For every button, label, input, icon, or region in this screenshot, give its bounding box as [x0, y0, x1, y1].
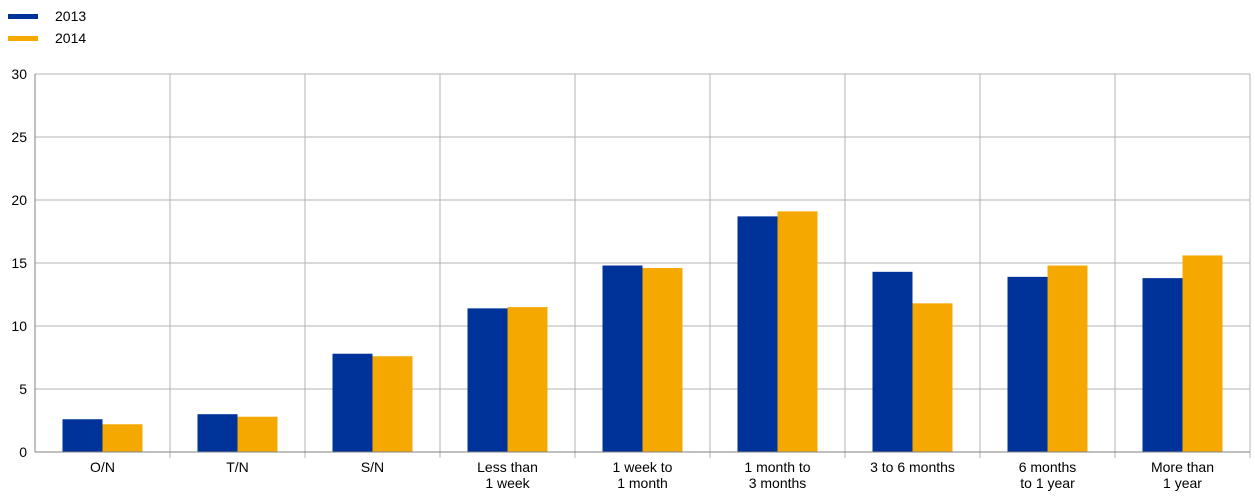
bar-2014 — [507, 307, 548, 452]
y-tick-label: 30 — [11, 66, 27, 82]
legend-swatch-2013 — [8, 14, 38, 19]
bar-2014 — [102, 424, 143, 452]
legend-label: 2013 — [55, 8, 86, 24]
bar-2014 — [642, 268, 683, 452]
bar-2013 — [872, 271, 913, 452]
bar-2013 — [467, 308, 508, 452]
bars-layer — [62, 211, 1223, 452]
y-tick-label: 5 — [19, 381, 27, 397]
x-category-label: Less than 1 week — [477, 459, 538, 491]
x-category-labels: O/N T/N S/N Less than 1 week 1 week to 1 month… — [90, 459, 1214, 491]
bar-2013 — [1142, 278, 1183, 452]
x-category-label: T/N — [226, 459, 249, 475]
grid-lines — [34, 73, 1251, 458]
bar-2013 — [332, 353, 373, 452]
y-tick-labels: 0 5 10 15 20 25 30 — [11, 66, 27, 460]
bar-2013 — [1007, 276, 1048, 452]
y-tick-label: 15 — [11, 255, 27, 271]
legend-swatch-2014 — [8, 36, 38, 41]
bar-2014 — [372, 356, 413, 452]
legend: 2013 2014 — [8, 8, 86, 46]
x-category-label: 3 to 6 months — [870, 459, 955, 475]
bar-2014 — [777, 211, 818, 452]
axes — [34, 74, 1250, 453]
y-tick-label: 10 — [11, 318, 27, 334]
bar-2014 — [237, 416, 278, 452]
x-category-label: 1 week to 1 month — [613, 459, 673, 491]
bar-2014 — [912, 303, 953, 452]
x-category-label: 6 months to 1 year — [1019, 459, 1077, 491]
x-category-label: O/N — [90, 459, 115, 475]
x-category-label: More than 1 year — [1151, 459, 1214, 491]
bar-2013 — [62, 419, 103, 452]
bar-2013 — [602, 265, 643, 452]
y-tick-label: 20 — [11, 192, 27, 208]
x-category-label: S/N — [361, 459, 384, 475]
x-category-label: 1 month to 3 months — [744, 459, 810, 491]
bar-2013 — [197, 414, 238, 452]
y-tick-label: 0 — [19, 444, 27, 460]
bar-2014 — [1182, 255, 1223, 452]
legend-label: 2014 — [55, 30, 86, 46]
bar-2014 — [1047, 265, 1088, 452]
y-tick-label: 25 — [11, 129, 27, 145]
bar-2013 — [737, 216, 778, 452]
